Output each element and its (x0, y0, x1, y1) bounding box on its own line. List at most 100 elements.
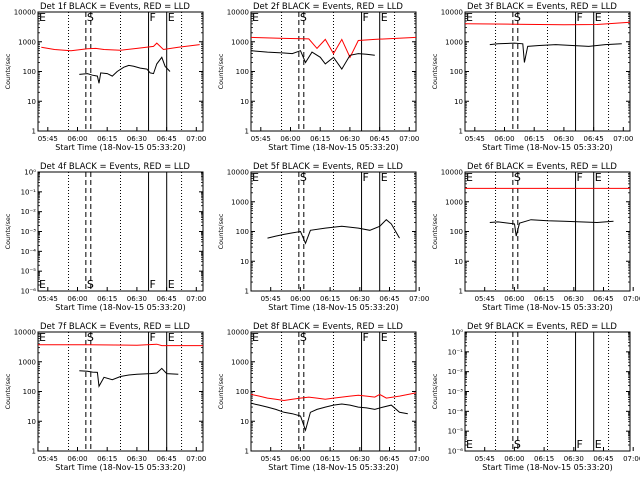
panel-title: Det 2f BLACK = Events, RED = LLD (253, 2, 403, 12)
y-tick-label: 1000 (231, 358, 249, 366)
plot-frame (37, 11, 204, 132)
y-tick-label: 1 (32, 128, 36, 136)
x-tick-label: 06:45 (593, 295, 613, 303)
marker-f: F (363, 171, 369, 184)
panel-det-8: Det 8f BLACK = Events, RED = LLD Counts/s… (217, 322, 429, 472)
panel-title: Det 7f BLACK = Events, RED = LLD (40, 322, 190, 332)
x-tick-label: 06:00 (67, 135, 87, 143)
panel-title: Det 1f BLACK = Events, RED = LLD (40, 2, 190, 12)
x-tick-label: 05:45 (261, 295, 281, 303)
y-tick-label: 1000 (231, 38, 249, 46)
x-tick-label: 06:00 (290, 295, 310, 303)
x-tick-label: 06:45 (370, 135, 390, 143)
y-tick-label: 1 (245, 128, 249, 136)
plot-frame (250, 171, 417, 292)
marker-s: S (87, 11, 94, 24)
lld-series-line (250, 392, 417, 402)
y-tick-label: 10 (240, 98, 249, 106)
x-tick-label: 07:00 (186, 135, 206, 143)
lld-series-line (41, 42, 200, 52)
marker-s: S (87, 331, 94, 344)
y-tick-label: 1000 (18, 38, 36, 46)
marker-s: S (87, 278, 94, 291)
x-tick-label: 05:45 (475, 295, 495, 303)
events-series-line (489, 219, 614, 237)
y-tick-label: 10000 (441, 169, 463, 177)
x-tick-label: 06:30 (350, 455, 370, 463)
plot-frame (250, 11, 417, 132)
x-tick-label: 06:30 (554, 135, 574, 143)
x-tick-label: 06:15 (320, 455, 340, 463)
marker-e-end: E (595, 438, 602, 451)
x-tick-label: 05:45 (38, 295, 58, 303)
y-tick-label: 100 (450, 228, 463, 236)
marker-e-end: E (168, 331, 175, 344)
y-tick-label: 10 (240, 418, 249, 426)
panel-det-2: Det 2f BLACK = Events, RED = LLD Counts/s… (217, 2, 419, 152)
x-tick-label: 06:30 (127, 455, 147, 463)
x-axis-label: Start Time (18-Nov-15 05:33:20) (482, 463, 612, 472)
x-tick-label: 06:15 (534, 295, 554, 303)
marker-e-end: E (381, 171, 388, 184)
panel-det-5: Det 5f BLACK = Events, RED = LLD Counts/s… (217, 162, 429, 312)
marker-s: S (514, 171, 521, 184)
marker-e-start: E (39, 11, 46, 24)
x-tick-label: 07:00 (186, 295, 206, 303)
x-tick-label: 06:45 (379, 295, 399, 303)
lld-series-line (38, 343, 203, 347)
x-tick-label: 06:00 (494, 135, 514, 143)
marker-f: F (577, 438, 583, 451)
x-tick-label: 06:30 (564, 455, 584, 463)
panel-title: Det 8f BLACK = Events, RED = LLD (253, 322, 403, 332)
plot-frame (464, 331, 631, 452)
y-axis-label: Counts/sec (217, 373, 225, 409)
x-tick-label: 07:00 (623, 295, 640, 303)
y-tick-label: 10 (454, 98, 463, 106)
x-tick-label: 06:45 (157, 295, 177, 303)
y-tick-label: 10000 (227, 169, 249, 177)
plot-frame (250, 331, 417, 452)
plot-frame (37, 171, 204, 292)
marker-f: F (577, 11, 583, 24)
y-tick-label: 1 (245, 288, 249, 296)
x-tick-label: 06:15 (524, 135, 544, 143)
marker-e-end: E (381, 11, 388, 24)
x-tick-label: 06:15 (97, 455, 117, 463)
marker-e-start: E (39, 278, 46, 291)
events-series-line (267, 219, 400, 245)
x-tick-label: 07:00 (399, 135, 419, 143)
x-tick-label: 06:15 (310, 135, 330, 143)
x-tick-label: 05:45 (465, 135, 485, 143)
y-tick-label: 1 (245, 448, 249, 456)
marker-e-start: E (252, 331, 259, 344)
y-tick-label: 10 (27, 418, 36, 426)
plot-frame (37, 331, 204, 452)
events-series-line (489, 42, 622, 63)
x-axis-label: Start Time (18-Nov-15 05:33:20) (268, 463, 398, 472)
marker-e-start: E (252, 171, 259, 184)
y-tick-label: 10⁻⁴ (448, 408, 464, 416)
y-tick-label: 10⁻⁵ (448, 428, 464, 436)
x-tick-label: 05:45 (475, 455, 495, 463)
x-tick-label: 06:00 (504, 295, 524, 303)
x-tick-label: 07:00 (613, 135, 633, 143)
y-tick-label: 10⁻⁶ (21, 288, 37, 296)
y-axis-label: Counts/sec (4, 53, 12, 89)
y-tick-label: 10⁻¹ (448, 348, 464, 356)
x-tick-label: 07:00 (409, 455, 429, 463)
events-series-line (250, 50, 375, 71)
y-tick-label: 1000 (231, 198, 249, 206)
y-tick-label: 100 (23, 68, 36, 76)
x-tick-label: 06:00 (280, 135, 300, 143)
x-tick-label: 06:00 (67, 455, 87, 463)
y-axis-label: Counts/sec (217, 213, 225, 249)
y-tick-label: 10000 (227, 329, 249, 337)
panel-title: Det 6f BLACK = Events, RED = LLD (467, 162, 617, 172)
y-tick-label: 10 (454, 258, 463, 266)
lld-series-line (464, 21, 631, 26)
y-tick-label: 10⁻⁵ (21, 268, 37, 276)
x-tick-label: 05:45 (38, 455, 58, 463)
marker-e-start: E (466, 438, 473, 451)
y-axis-label: Counts/sec (431, 53, 439, 89)
panel-title: Det 5f BLACK = Events, RED = LLD (253, 162, 403, 172)
